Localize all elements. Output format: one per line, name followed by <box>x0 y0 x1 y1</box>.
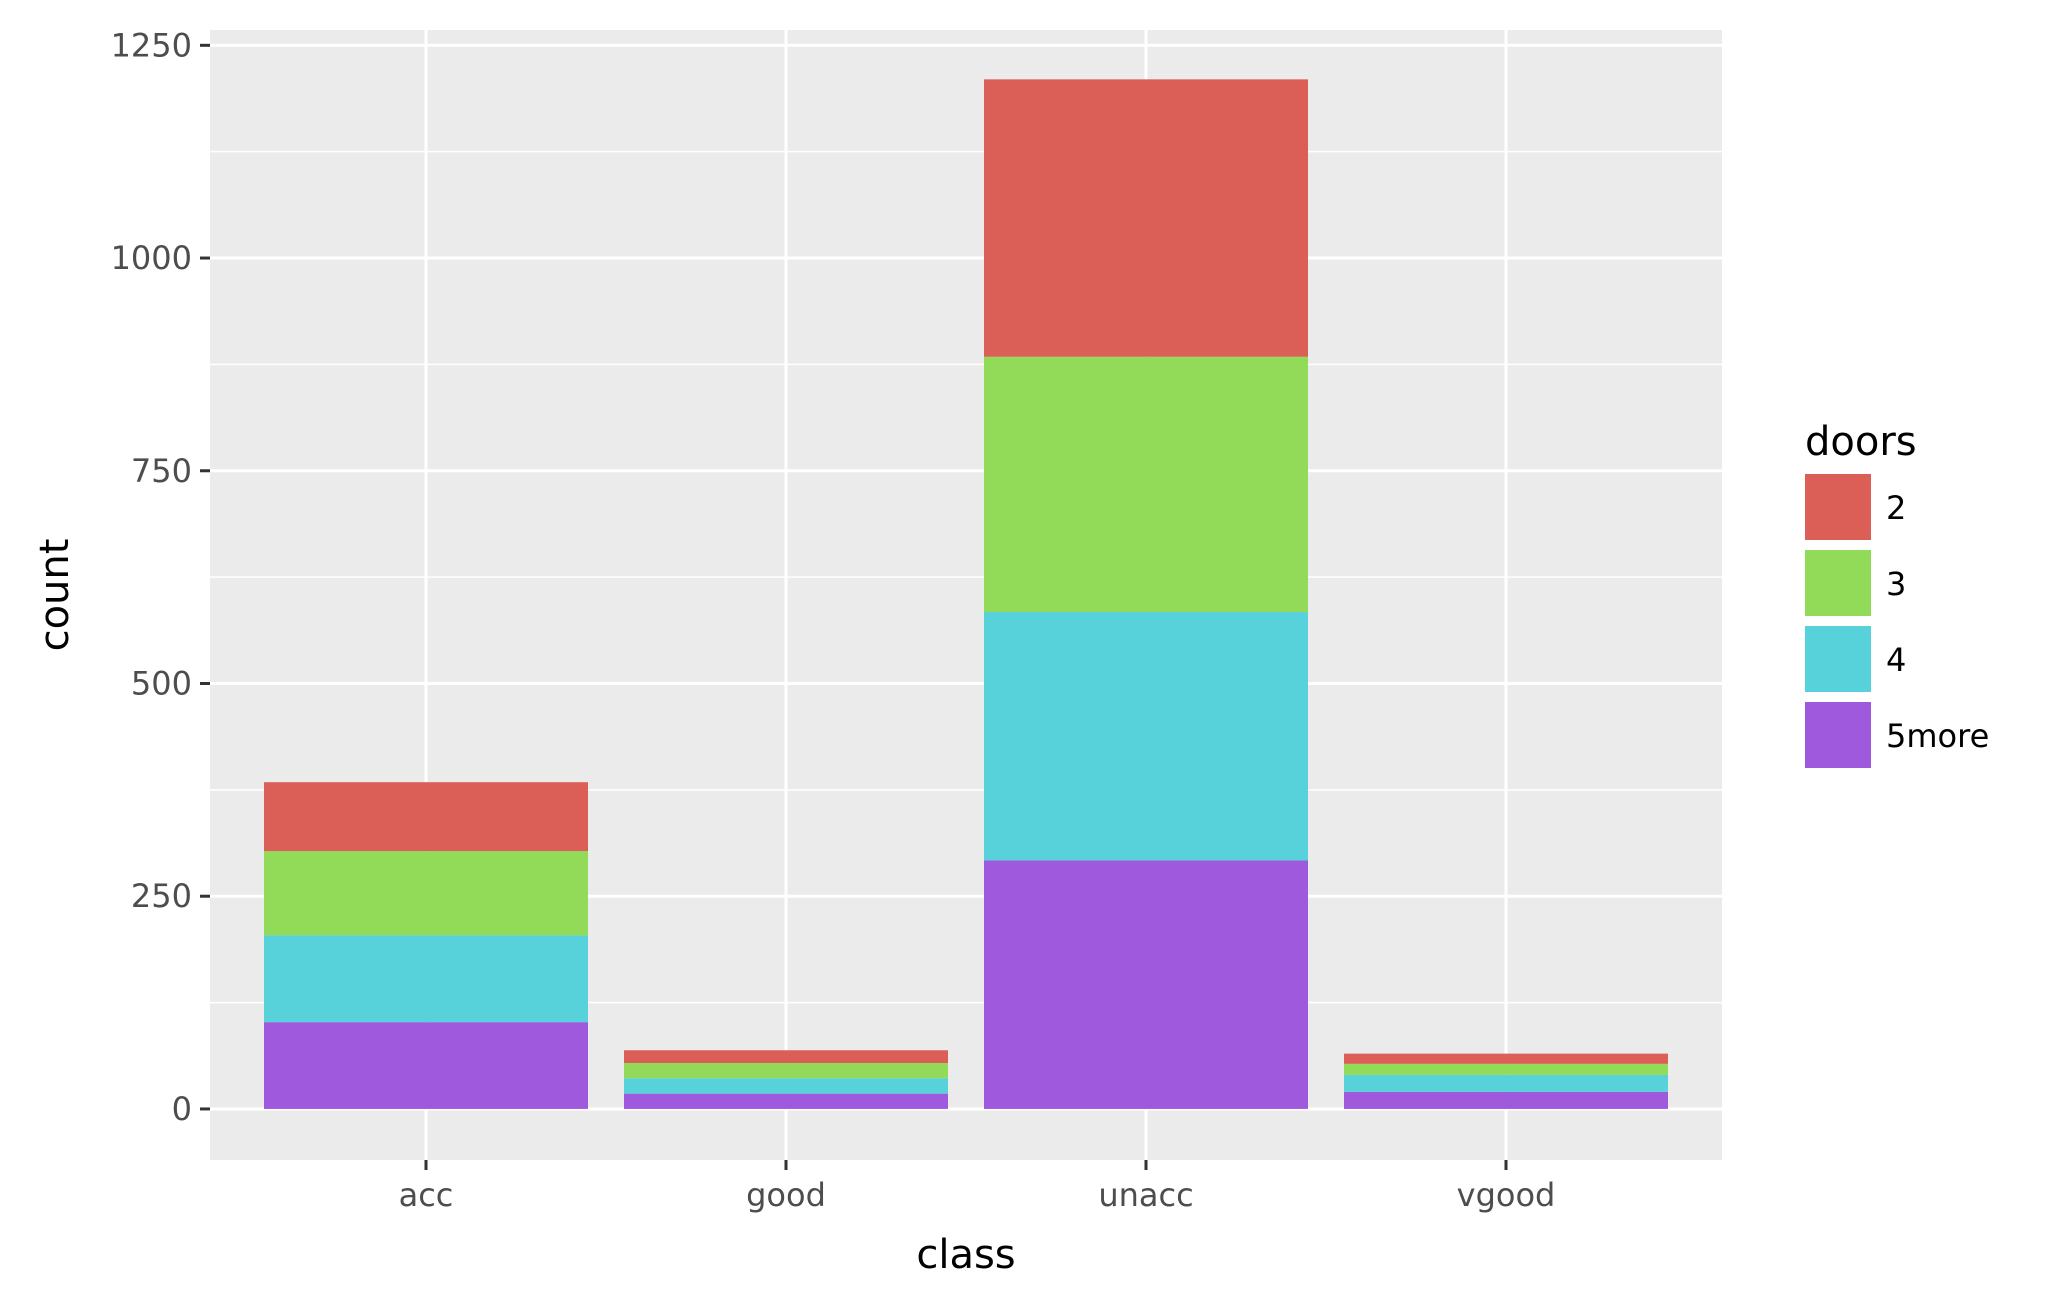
y-tick-label: 750 <box>131 452 192 490</box>
y-tick-label: 1000 <box>111 239 192 277</box>
y-tick-label: 500 <box>131 664 192 702</box>
bar-acc-4 <box>264 935 588 1023</box>
x-tick-label: acc <box>399 1176 454 1214</box>
legend-key-2 <box>1805 474 1871 540</box>
y-axis-title: count <box>32 539 78 652</box>
legend-label: 2 <box>1886 489 1906 527</box>
legend-key-4 <box>1805 626 1871 692</box>
legend-title: doors <box>1805 419 1917 465</box>
bar-acc-2 <box>264 782 588 852</box>
bar-vgood-2 <box>1344 1053 1668 1064</box>
bar-unacc-2 <box>984 79 1308 357</box>
bar-good-3 <box>624 1062 948 1079</box>
y-tick-label: 1250 <box>111 26 192 64</box>
x-axis-title: class <box>916 1232 1015 1278</box>
legend: doors 2 3 4 5more <box>1805 419 1989 768</box>
bar-vgood-5more <box>1344 1091 1668 1109</box>
bar-acc-3 <box>264 851 588 936</box>
legend-label: 5more <box>1886 717 1989 755</box>
legend-items: 2 3 4 5more <box>1805 474 1989 768</box>
x-tick-label: good <box>746 1176 826 1214</box>
legend-label: 4 <box>1886 641 1906 679</box>
bars <box>264 79 1668 1109</box>
x-tick-label: unacc <box>1098 1176 1193 1214</box>
y-tick-label: 250 <box>131 877 192 915</box>
legend-key-5more <box>1805 702 1871 768</box>
legend-label: 3 <box>1886 565 1906 603</box>
bar-good-2 <box>624 1050 948 1063</box>
bar-vgood-3 <box>1344 1063 1668 1075</box>
y-tick-label: 0 <box>172 1090 192 1128</box>
legend-key-3 <box>1805 550 1871 616</box>
bar-unacc-5more <box>984 860 1308 1109</box>
bar-good-5more <box>624 1093 948 1109</box>
bar-good-4 <box>624 1078 948 1094</box>
x-tick-label: vgood <box>1457 1176 1556 1214</box>
bar-unacc-3 <box>984 356 1308 613</box>
bar-acc-5more <box>264 1022 588 1109</box>
x-axis: acc good unacc vgood <box>399 1160 1556 1214</box>
bar-unacc-4 <box>984 612 1308 861</box>
bar-vgood-4 <box>1344 1074 1668 1092</box>
y-axis: 0 250 500 750 1000 1250 <box>111 26 210 1128</box>
